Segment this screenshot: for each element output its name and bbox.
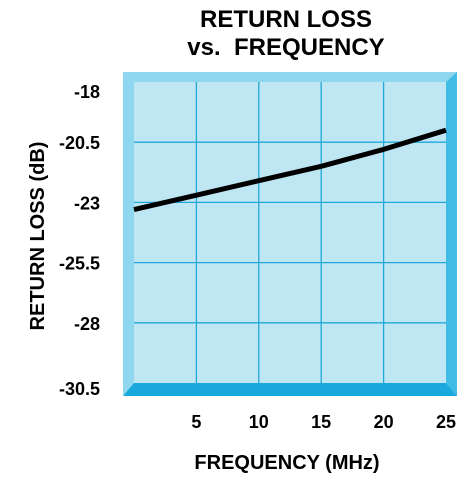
y-tick-label: -20.5 [59, 133, 100, 153]
chart-title-line-2: vs. FREQUENCY [187, 34, 384, 61]
series-layer [133, 127, 447, 213]
y-tick-label: -28 [74, 314, 100, 334]
x-tick-label: 20 [374, 412, 394, 432]
chart-title-line-1: RETURN LOSS [200, 6, 372, 33]
plot-border-right [446, 72, 457, 396]
y-tick-label: -30.5 [59, 379, 100, 399]
plot-border-bottom [123, 383, 457, 396]
y-axis-label: RETURN LOSS (dB) [27, 142, 49, 331]
x-tick-label: 5 [191, 412, 201, 432]
x-tick-labels: 5 10 15 20 25 [191, 412, 456, 432]
x-tick-label: 15 [311, 412, 331, 432]
y-tick-labels: -18 -20.5 -23 -25.5 -28 -30.5 [59, 82, 100, 399]
plot-frame [123, 72, 457, 396]
series-line-0 [133, 127, 447, 213]
y-tick-label: -23 [74, 193, 100, 213]
y-tick-label: -18 [74, 82, 100, 102]
x-axis-label: FREQUENCY (MHz) [194, 452, 379, 474]
plot-border-top [123, 72, 457, 82]
x-tick-label: 10 [249, 412, 269, 432]
y-tick-label: -25.5 [59, 254, 100, 274]
x-tick-label: 25 [436, 412, 456, 432]
plot-border-left [123, 72, 134, 396]
plot-background [123, 72, 457, 396]
grid-lines [134, 82, 446, 383]
